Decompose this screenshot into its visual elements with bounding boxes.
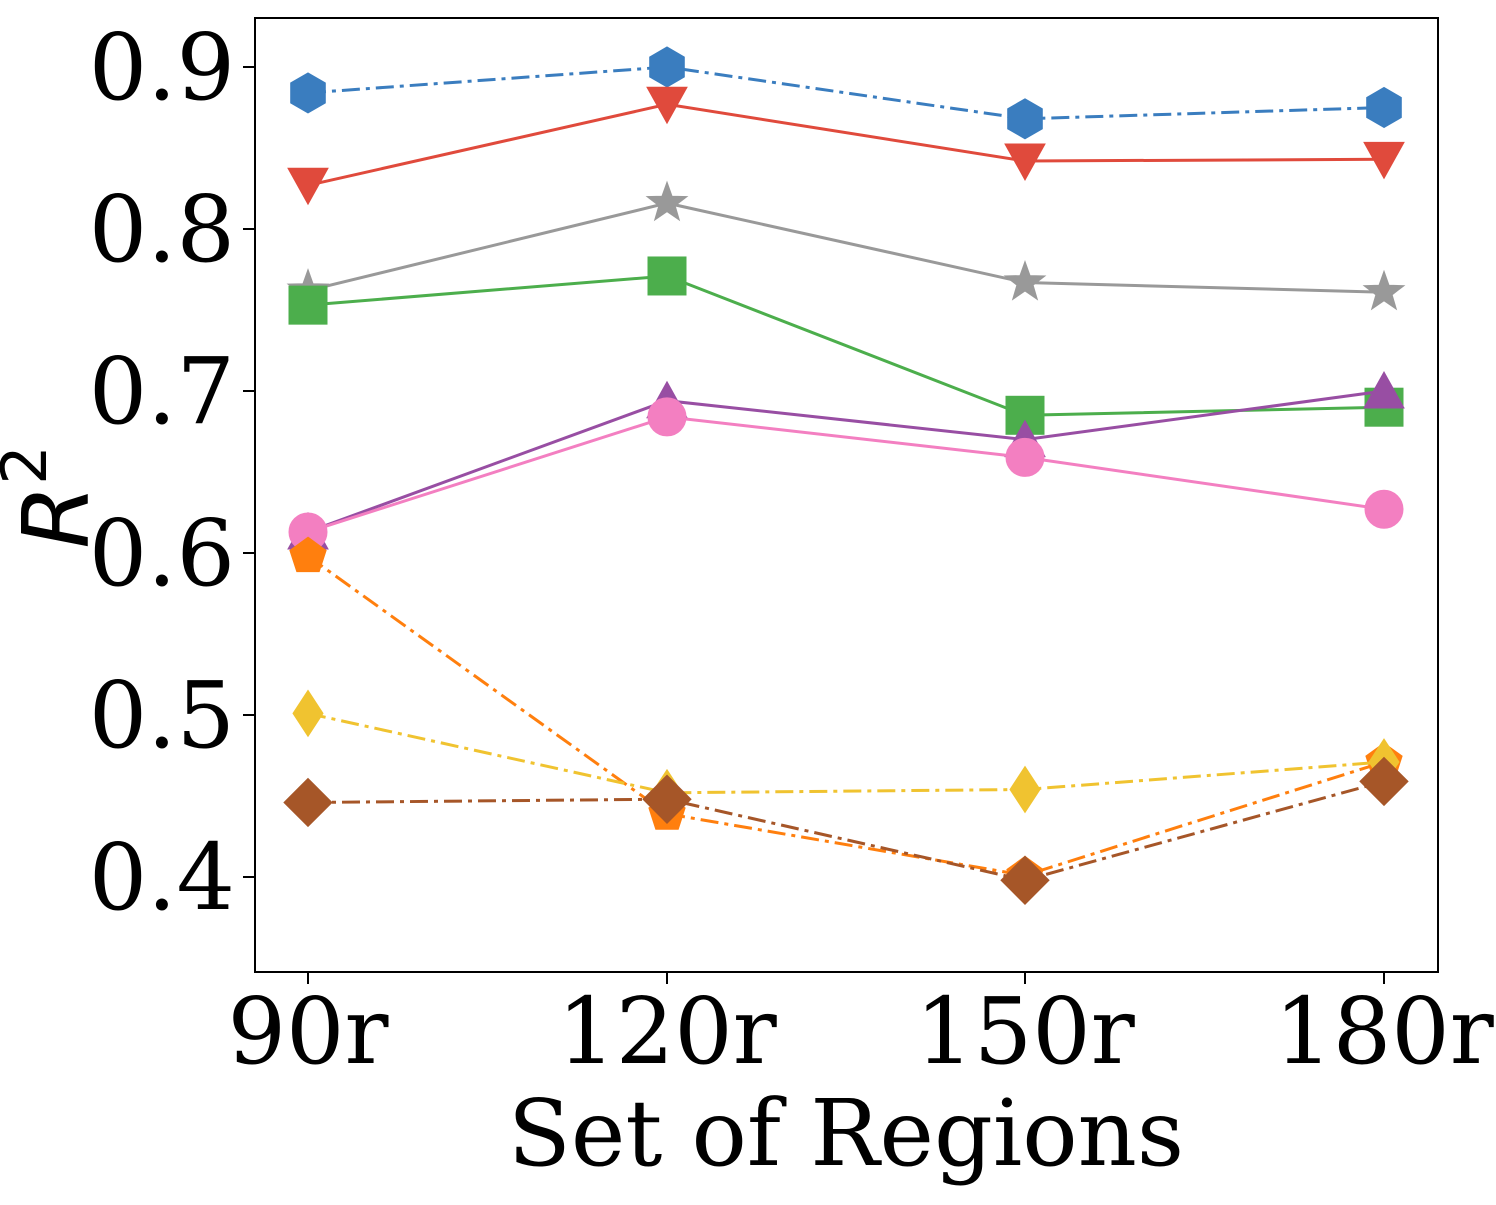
series-line [307, 102, 1385, 187]
series-line [307, 554, 1385, 877]
series-orange-pentagon [289, 536, 1403, 892]
data-point-marker [1364, 489, 1404, 529]
data-point-marker [1005, 437, 1045, 477]
x-axis: 90r 120r 150r 180r [227, 972, 1494, 1085]
plot-frame [254, 17, 1439, 973]
data-point-marker [283, 777, 333, 828]
series-line [307, 779, 1385, 882]
data-point-marker [288, 285, 328, 325]
y-tick-label: 0.8 [89, 176, 235, 283]
x-axis-title: Set of Regions [508, 1080, 1184, 1187]
series-line [307, 415, 1385, 534]
data-point-marker [287, 167, 329, 206]
data-point-marker [642, 774, 692, 824]
x-tick-label: 90r [227, 978, 388, 1085]
data-point-marker [647, 256, 687, 296]
data-point-marker [290, 72, 326, 114]
series-yellow-thin-diamond [292, 689, 1400, 817]
data-point-marker [1363, 141, 1405, 180]
x-tick-label: 150r [915, 978, 1135, 1085]
data-point-marker [647, 397, 687, 437]
y-axis: 0.4 0.5 0.6 0.7 0.8 0.9 [89, 14, 255, 931]
y-tick-label: 0.6 [89, 500, 235, 607]
series-line [307, 274, 1385, 417]
series-line [307, 711, 1385, 795]
data-point-marker [1362, 269, 1406, 311]
series-blue-hexagon [290, 46, 1402, 140]
data-point-marker [1004, 143, 1046, 181]
series-line [307, 389, 1385, 534]
data-point-marker [646, 86, 688, 125]
y-tick-label: 0.7 [89, 338, 235, 445]
data-point-marker [1363, 370, 1405, 409]
data-point-marker [1009, 765, 1041, 814]
y-tick-label: 0.4 [89, 824, 235, 931]
x-tick-label: 180r [1274, 978, 1494, 1085]
series-line [307, 65, 1385, 121]
data-point-marker [292, 689, 324, 738]
data-point-marker [1000, 855, 1050, 905]
data-point-marker [1007, 98, 1043, 140]
series-purple-triangle-up [287, 370, 1405, 550]
y-tick-label: 0.9 [89, 14, 235, 121]
y-axis-title: R2 [0, 445, 110, 548]
series-pink-circle [288, 397, 1404, 552]
data-point-marker [289, 536, 327, 573]
series-brown-diamond [283, 756, 1409, 905]
series-green-square [288, 256, 1404, 435]
data-point-marker [1003, 260, 1047, 301]
series-layer [283, 46, 1409, 905]
series-red-triangle-down [287, 86, 1405, 206]
series-line [307, 201, 1385, 294]
y-tick-label: 0.5 [89, 662, 235, 769]
y-axis-title-superscript: 2 [0, 445, 61, 484]
y-axis-title-base: R [3, 485, 110, 549]
series-gray-star [286, 180, 1406, 311]
x-tick-label: 120r [557, 978, 777, 1085]
data-point-marker [645, 180, 689, 222]
data-point-marker [1359, 756, 1409, 807]
data-point-marker [649, 46, 685, 88]
data-point-marker [1366, 86, 1402, 129]
